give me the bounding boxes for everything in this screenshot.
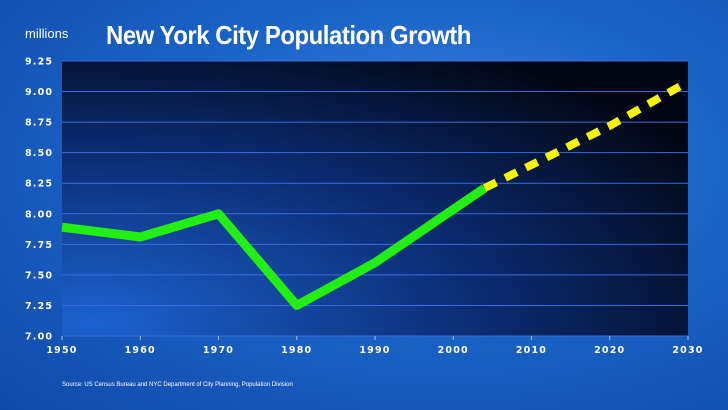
x-tick-label: 2010 [516, 345, 547, 356]
y-tick-label: 7.50 [25, 270, 53, 281]
source-note: Source: US Census Bureau and NYC Departm… [62, 382, 293, 388]
x-tick-label: 2000 [438, 345, 469, 356]
y-tick-label: 7.00 [25, 332, 53, 343]
chart-title: New York City Population Growth [106, 20, 471, 50]
y-tick-label: 7.25 [25, 301, 53, 312]
x-tick-label: 1980 [281, 345, 312, 356]
series-lines [61, 78, 690, 310]
x-tick-label: 1960 [125, 345, 156, 356]
y-axis-unit-label: millions [25, 26, 69, 41]
x-tick-label: 1950 [46, 345, 77, 356]
y-tick-label: 9.00 [25, 87, 53, 98]
y-tick-label: 9.25 [25, 57, 53, 68]
y-tick-label: 8.75 [25, 118, 53, 129]
x-tick-label: 1970 [203, 345, 234, 356]
y-tick-label: 8.50 [25, 148, 53, 159]
plot-area [62, 61, 688, 336]
x-axis-ticks: 1950 1960 1970 1980 1990 2000 2010 2020 2030 [46, 336, 703, 356]
x-tick-label: 1990 [359, 345, 390, 356]
y-tick-label: 8.00 [25, 209, 53, 220]
x-tick-label: 2030 [672, 345, 703, 356]
actual-population-line [61, 184, 488, 310]
y-tick-label: 7.75 [25, 240, 53, 251]
x-tick-label: 2020 [594, 345, 625, 356]
projection-line [482, 78, 690, 192]
y-tick-label: 8.25 [25, 179, 53, 190]
y-axis-ticks: 7.00 7.25 7.50 7.75 8.00 8.25 8.50 8.75 9.00 9.25 [25, 57, 53, 343]
